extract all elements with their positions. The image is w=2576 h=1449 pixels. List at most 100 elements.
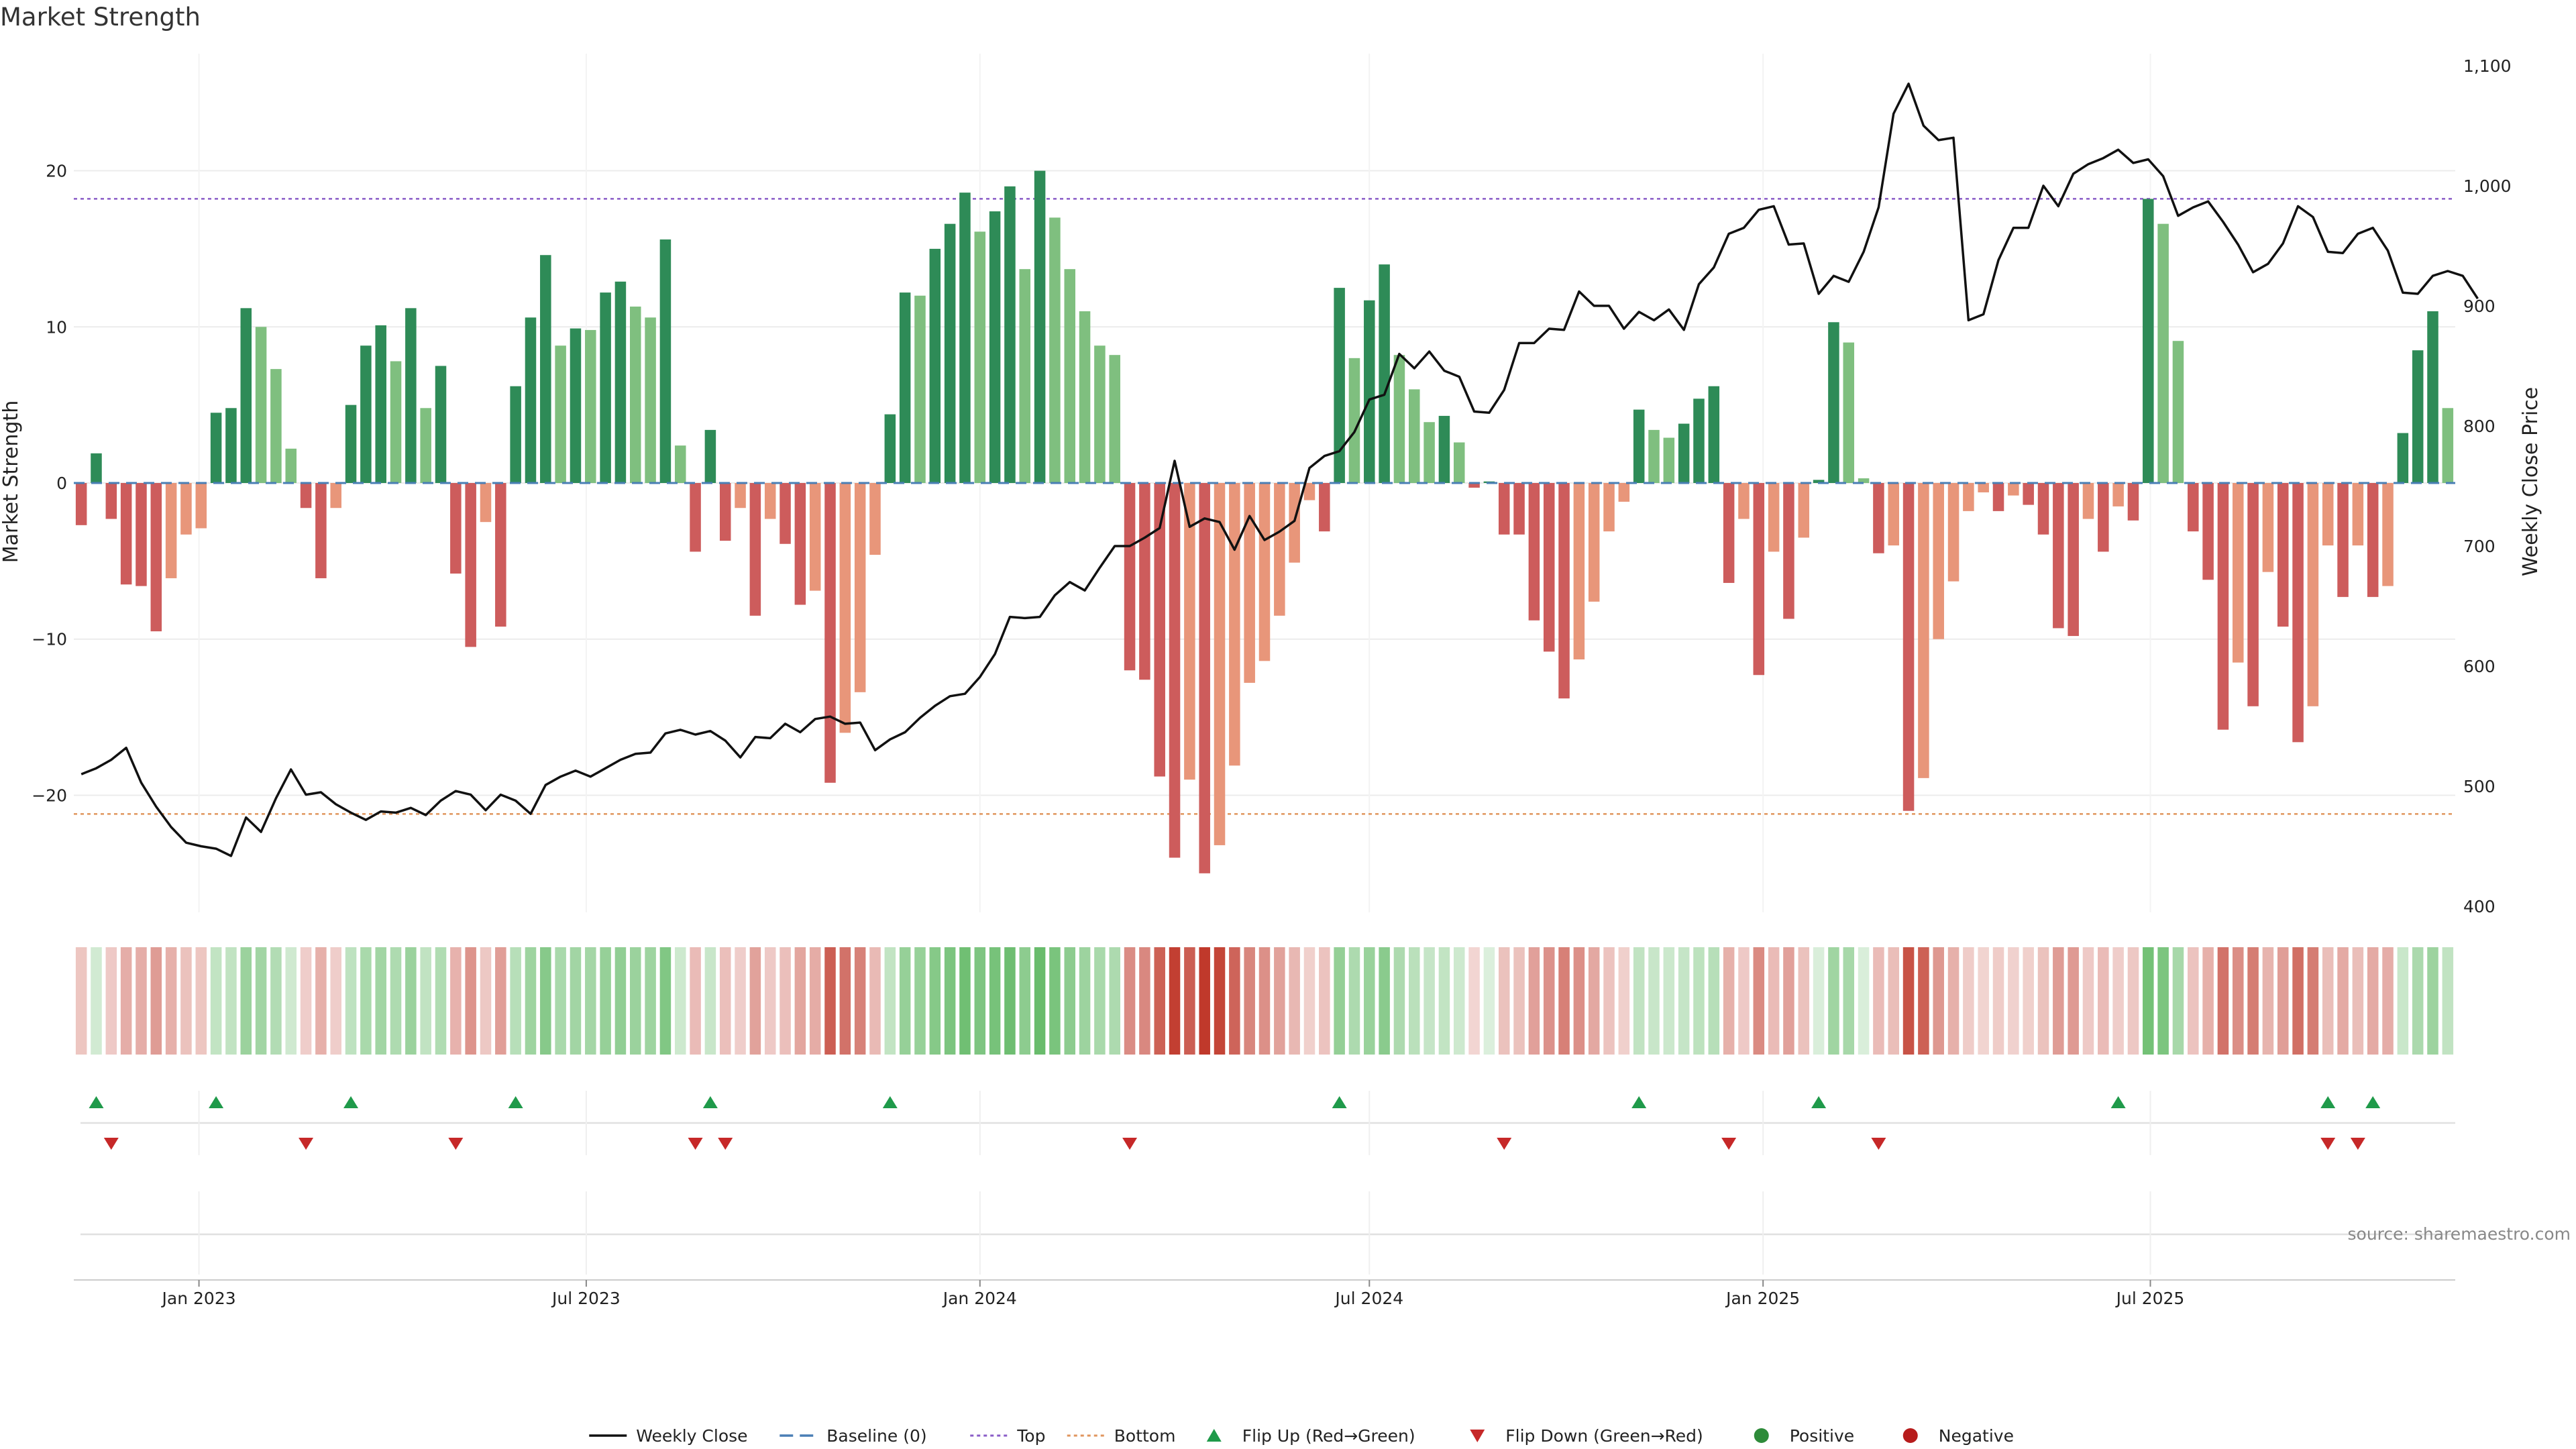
- heat-cell: [1303, 947, 1316, 1055]
- strength-bar: [2023, 483, 2034, 505]
- heat-cell: [749, 947, 761, 1055]
- heat-cell: [1992, 947, 2004, 1055]
- heat-cell: [1334, 947, 1345, 1055]
- heat-cell: [929, 947, 941, 1055]
- heat-cell: [1573, 947, 1585, 1055]
- strength-bar: [824, 483, 836, 783]
- strength-bar: [749, 483, 761, 616]
- flip-up-marker: [508, 1096, 523, 1108]
- right-tick-label: 700: [2463, 537, 2496, 556]
- strength-bar: [2442, 408, 2454, 483]
- heat-cell: [1858, 947, 1870, 1055]
- heat-cell: [2367, 947, 2379, 1055]
- heat-cell: [1034, 947, 1046, 1055]
- heat-cell: [1049, 947, 1061, 1055]
- heat-cell: [1768, 947, 1780, 1055]
- strength-bar: [1873, 483, 1884, 553]
- strength-bar: [1034, 170, 1046, 483]
- strength-bar: [809, 483, 821, 591]
- strength-bar: [1004, 186, 1016, 483]
- heat-cell: [570, 947, 582, 1055]
- strength-bar: [2053, 483, 2064, 629]
- x-tick-label: Jan 2023: [161, 1289, 236, 1308]
- heat-cell: [1498, 947, 1510, 1055]
- heat-cell: [1708, 947, 1720, 1055]
- legend-circle-icon: [1754, 1428, 1769, 1443]
- x-axis: Jan 2023 Jul 2023 Jan 2024 Jul 2024 Jan 2025…: [74, 1279, 2455, 1308]
- strength-bar: [120, 483, 132, 585]
- legend-item: Negative: [1902, 1426, 2014, 1446]
- right-tick-label: 800: [2463, 417, 2496, 436]
- strength-bar: [2367, 483, 2379, 597]
- heat-cell: [1843, 947, 1855, 1055]
- strength-bar: [944, 223, 956, 483]
- strength-bar: [1678, 423, 1690, 483]
- strength-bar: [659, 239, 672, 483]
- heat-cell: [1693, 947, 1705, 1055]
- strength-bar: [1978, 483, 1989, 492]
- flip-up-marker: [1332, 1096, 1347, 1108]
- heat-cell: [2172, 947, 2184, 1055]
- strength-bar: [2322, 483, 2334, 546]
- heat-cell: [2232, 947, 2244, 1055]
- heat-cell: [1738, 947, 1750, 1055]
- strength-bar: [1603, 483, 1615, 532]
- strength-bar: [1139, 483, 1150, 680]
- legend-item: Weekly Close: [589, 1426, 748, 1446]
- strength-bar: [899, 292, 911, 483]
- right-tick-label: 1,100: [2463, 56, 2512, 76]
- strength-bar: [600, 292, 611, 483]
- strength-bar: [495, 483, 506, 627]
- flip-up-marker: [209, 1096, 224, 1108]
- heat-cell: [1258, 947, 1271, 1055]
- strength-bar: [1289, 483, 1300, 563]
- heat-cell: [674, 947, 686, 1055]
- legend-label: Negative: [1939, 1426, 2014, 1446]
- strength-bar: [345, 405, 357, 483]
- heat-cell: [600, 947, 611, 1055]
- heat-cell: [1663, 947, 1675, 1055]
- legend: Weekly Close Baseline (0) Top Bottom Flip Up…: [589, 1426, 2014, 1446]
- strength-bar: [1513, 483, 1525, 535]
- reference-lines: [74, 198, 2455, 815]
- strength-bar: [1588, 483, 1600, 602]
- heat-cell: [525, 947, 537, 1055]
- strength-bar: [1918, 483, 1929, 778]
- strength-bar: [1648, 429, 1660, 483]
- heat-cell: [270, 947, 282, 1055]
- heat-cell: [1109, 947, 1120, 1055]
- strength-bar: [75, 483, 87, 525]
- strength-bar: [136, 483, 147, 586]
- heat-cell: [91, 947, 102, 1055]
- strength-bar: [255, 327, 267, 483]
- strength-bar: [614, 281, 627, 483]
- legend-label: Top: [1016, 1426, 1045, 1446]
- strength-bar: [2292, 483, 2304, 743]
- heat-cell: [1978, 947, 1989, 1055]
- strength-bar: [2337, 483, 2349, 597]
- heat-cell: [1828, 947, 1839, 1055]
- strength-bar: [2412, 350, 2424, 483]
- heat-cell: [2262, 947, 2274, 1055]
- heat-cell: [360, 947, 372, 1055]
- heat-cell: [2157, 947, 2169, 1055]
- heat-cell: [1753, 947, 1765, 1055]
- x-tick-label: Jul 2023: [551, 1289, 621, 1308]
- strength-bar: [585, 329, 596, 483]
- strength-bar: [780, 483, 791, 544]
- heat-cell: [1483, 947, 1495, 1055]
- heat-cell: [165, 947, 177, 1055]
- heat-cell: [1783, 947, 1794, 1055]
- strength-bar: [405, 308, 417, 483]
- heat-cell: [824, 947, 836, 1055]
- legend-label: Weekly Close: [636, 1426, 747, 1446]
- strength-bar: [150, 483, 162, 632]
- heat-cell: [2008, 947, 2019, 1055]
- heat-cell: [420, 947, 431, 1055]
- strength-bar: [1633, 409, 1645, 483]
- empty-panel: [80, 1191, 2455, 1275]
- legend-circle-icon: [1902, 1428, 1918, 1443]
- heat-cell: [884, 947, 896, 1055]
- flip-down-marker: [1122, 1138, 1138, 1150]
- heat-cell: [2098, 947, 2109, 1055]
